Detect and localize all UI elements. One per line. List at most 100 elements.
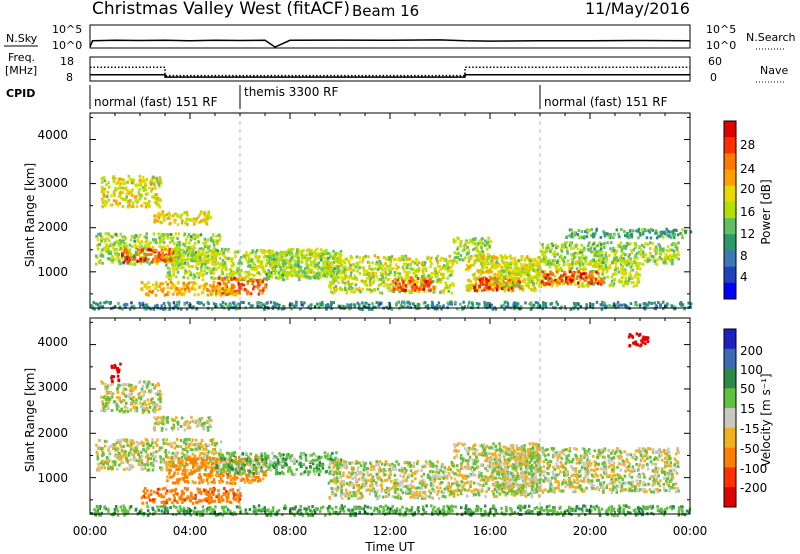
data-cell bbox=[221, 247, 224, 251]
data-cell bbox=[113, 460, 116, 464]
data-cell bbox=[349, 282, 353, 286]
data-cell bbox=[127, 256, 131, 260]
data-cell bbox=[197, 262, 200, 266]
data-cell bbox=[115, 199, 118, 203]
data-cell bbox=[313, 264, 316, 268]
data-cell bbox=[581, 268, 585, 272]
data-cell bbox=[436, 304, 439, 307]
data-cell bbox=[289, 266, 293, 269]
data-cell bbox=[539, 285, 543, 288]
data-cell bbox=[485, 256, 489, 260]
data-cell bbox=[239, 277, 242, 281]
data-cell bbox=[424, 261, 427, 264]
data-cell bbox=[171, 282, 174, 286]
data-cell bbox=[174, 246, 178, 250]
data-cell bbox=[323, 251, 327, 255]
data-cell bbox=[370, 289, 373, 292]
data-cell bbox=[349, 274, 352, 278]
data-cell bbox=[354, 287, 357, 291]
data-cell bbox=[495, 286, 499, 290]
data-cell bbox=[511, 269, 514, 273]
data-cell bbox=[483, 243, 487, 247]
data-cell bbox=[506, 279, 510, 283]
data-cell bbox=[157, 181, 160, 185]
data-cell bbox=[210, 271, 213, 275]
data-cell bbox=[560, 255, 563, 259]
data-cell bbox=[534, 301, 538, 304]
data-cell bbox=[364, 280, 368, 283]
data-cell bbox=[278, 263, 281, 267]
data-cell bbox=[139, 251, 142, 255]
data-cell bbox=[206, 289, 209, 292]
data-cell bbox=[478, 275, 481, 279]
data-cell bbox=[197, 240, 201, 244]
data-cell bbox=[215, 261, 219, 265]
data-cell bbox=[442, 289, 445, 293]
data-cell bbox=[229, 257, 232, 261]
data-cell bbox=[120, 181, 123, 185]
data-cell bbox=[162, 441, 166, 445]
data-cell bbox=[596, 264, 599, 268]
data-cell bbox=[532, 262, 535, 266]
data-cell bbox=[162, 287, 166, 291]
data-cell bbox=[495, 288, 499, 292]
data-cell bbox=[273, 264, 277, 268]
data-cell bbox=[378, 259, 381, 263]
data-cell bbox=[269, 300, 273, 304]
data-cell bbox=[257, 271, 261, 275]
data-cell bbox=[532, 269, 535, 272]
data-cell bbox=[529, 264, 532, 268]
data-cell bbox=[168, 273, 171, 277]
data-cell bbox=[229, 303, 232, 307]
data-cell bbox=[510, 260, 513, 264]
data-cell bbox=[166, 217, 170, 221]
freq-right-tick-bottom: 0 bbox=[710, 71, 717, 84]
data-cell bbox=[289, 253, 292, 257]
data-cell bbox=[491, 288, 494, 291]
data-cell bbox=[581, 282, 584, 285]
data-cell bbox=[665, 248, 669, 252]
data-cell bbox=[132, 255, 136, 259]
data-cell bbox=[123, 241, 126, 245]
data-cell bbox=[288, 262, 291, 266]
data-cell bbox=[206, 260, 209, 264]
data-cell bbox=[297, 256, 300, 260]
data-cell bbox=[620, 303, 624, 307]
data-cell bbox=[535, 263, 538, 267]
data-cell bbox=[279, 250, 283, 254]
data-cell bbox=[234, 290, 237, 294]
data-cell bbox=[477, 259, 480, 263]
data-cell bbox=[676, 233, 680, 237]
data-cell bbox=[294, 272, 297, 276]
data-cell bbox=[435, 280, 439, 284]
data-cell bbox=[546, 262, 550, 266]
data-cell bbox=[573, 233, 577, 237]
data-cell bbox=[518, 273, 521, 277]
data-cell bbox=[634, 303, 637, 306]
data-cell bbox=[151, 283, 155, 287]
data-cell bbox=[205, 221, 208, 225]
data-cell bbox=[667, 257, 671, 261]
data-cell bbox=[304, 271, 307, 275]
data-cell bbox=[117, 302, 120, 305]
data-cell bbox=[177, 264, 180, 268]
data-cell bbox=[487, 279, 490, 283]
data-cell bbox=[149, 248, 152, 252]
data-cell bbox=[488, 245, 491, 249]
freq-left-tick-top: 18 bbox=[60, 55, 74, 68]
data-cell bbox=[553, 274, 557, 278]
data-cell bbox=[406, 263, 409, 267]
data-cell bbox=[159, 288, 163, 292]
data-cell bbox=[212, 258, 215, 262]
data-cell bbox=[344, 282, 348, 286]
data-cell bbox=[644, 242, 647, 246]
data-cell bbox=[393, 258, 396, 261]
data-cell bbox=[610, 279, 614, 283]
data-cell bbox=[168, 302, 171, 306]
data-cell bbox=[112, 243, 116, 247]
data-cell bbox=[408, 270, 411, 274]
data-cell bbox=[316, 247, 319, 251]
data-cell bbox=[161, 252, 165, 255]
data-cell bbox=[367, 304, 371, 308]
data-cell bbox=[595, 259, 598, 263]
